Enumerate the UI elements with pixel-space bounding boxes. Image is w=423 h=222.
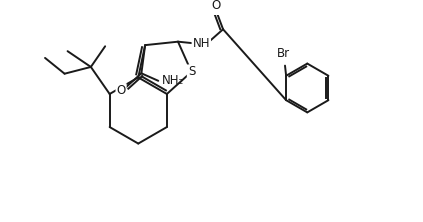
Text: O: O bbox=[212, 0, 221, 12]
Text: S: S bbox=[188, 65, 195, 78]
Text: Br: Br bbox=[277, 47, 290, 60]
Text: NH₂: NH₂ bbox=[162, 74, 184, 87]
Text: O: O bbox=[116, 84, 126, 97]
Text: NH: NH bbox=[192, 37, 210, 50]
